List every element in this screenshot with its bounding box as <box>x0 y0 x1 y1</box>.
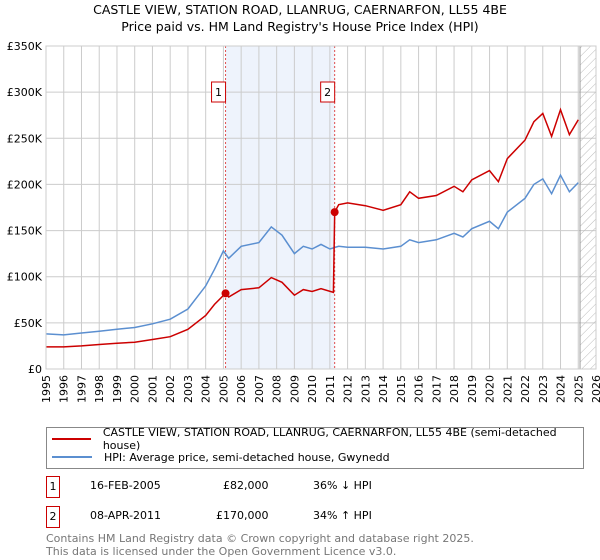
footer: Contains HM Land Registry data © Crown c… <box>46 532 474 558</box>
x-tick-label: 2014 <box>377 375 390 403</box>
legend: CASTLE VIEW, STATION ROAD, LLANRUG, CAER… <box>46 426 584 469</box>
x-tick-label: 2008 <box>271 375 284 403</box>
footer-copyright: Contains HM Land Registry data © Crown c… <box>46 532 474 545</box>
x-tick-label: 2021 <box>501 375 514 403</box>
x-tick-label: 2002 <box>164 375 177 403</box>
x-tick-label: 2004 <box>200 375 213 403</box>
transaction-badge: 1 <box>46 476 60 498</box>
x-tick-label: 2006 <box>235 375 248 403</box>
x-tick-label: 2010 <box>306 375 319 403</box>
x-tick-label: 1998 <box>93 375 106 403</box>
x-tick-label: 2013 <box>359 375 372 403</box>
x-tick-label: 1997 <box>75 375 88 403</box>
future-hatch <box>579 45 597 370</box>
chart-subtitle: Price paid vs. HM Land Registry's House … <box>121 19 479 34</box>
marker-badge-label: 2 <box>324 86 331 99</box>
transaction-date: 16-FEB-2005 <box>90 479 161 492</box>
transaction-hpi: 36% ↓ HPI <box>313 479 372 492</box>
footer-licence: This data is licensed under the Open Gov… <box>46 545 397 558</box>
sale-point <box>330 208 339 217</box>
x-tick-label: 2015 <box>395 375 408 403</box>
x-tick-label: 2011 <box>324 375 337 403</box>
transaction-hpi: 34% ↑ HPI <box>313 509 372 522</box>
series-line <box>45 173 579 336</box>
x-tick-label: 1996 <box>58 375 71 403</box>
legend-red-swatch <box>52 438 91 440</box>
x-tick-label: 2018 <box>448 375 461 403</box>
y-tick-label: £150K <box>7 225 43 238</box>
shaded-ownership-period <box>225 46 335 369</box>
legend-label-property: CASTLE VIEW, STATION ROAD, LLANRUG, CAER… <box>102 426 557 452</box>
marker-badge-label: 1 <box>215 86 222 99</box>
x-tick-label: 2022 <box>519 375 532 403</box>
legend-blue-swatch <box>52 456 92 458</box>
transaction-date: 08-APR-2011 <box>90 509 162 522</box>
y-tick-label: £300K <box>7 86 43 99</box>
transaction-price: £170,000 <box>216 509 269 522</box>
x-tick-label: 2020 <box>484 375 497 403</box>
transaction-row: 1 16-FEB-2005 £82,000 36% ↓ HPI <box>46 476 546 498</box>
plot-frame <box>45 45 597 370</box>
y-tick-label: £0 <box>28 363 42 376</box>
marker-badge <box>211 81 227 103</box>
marker-badge <box>320 81 336 103</box>
x-tick-label: 2003 <box>182 375 195 403</box>
transaction-badge: 2 <box>46 506 60 528</box>
x-tick-label: 2016 <box>413 375 426 403</box>
y-tick-label: £250K <box>7 132 43 145</box>
series-line <box>46 107 579 348</box>
chart-title: CASTLE VIEW, STATION ROAD, LLANRUG, CAER… <box>93 2 507 17</box>
sale-point <box>221 289 230 298</box>
x-tick-label: 2009 <box>288 375 301 403</box>
x-tick-label: 1999 <box>111 375 124 403</box>
x-tick-label: 2025 <box>572 375 585 403</box>
y-tick-label: £50K <box>14 317 43 330</box>
transaction-price: £82,000 <box>223 479 269 492</box>
transaction-row: 2 08-APR-2011 £170,000 34% ↑ HPI <box>46 506 546 528</box>
x-tick-label: 2012 <box>342 375 355 403</box>
y-tick-label: £200K <box>7 178 43 191</box>
y-tick-label: £100K <box>7 271 43 284</box>
x-tick-label: 2023 <box>537 375 550 403</box>
x-tick-label: 2001 <box>146 375 159 403</box>
x-tick-label: 2024 <box>555 375 568 403</box>
x-tick-label: 2007 <box>253 375 266 403</box>
chart-plot: 1995 1996 1997 1998 1999 2000 2001 2002 2003 2004… <box>7 40 600 403</box>
x-tick-label: 2026 <box>590 375 600 403</box>
x-tick-label: 2019 <box>466 375 479 403</box>
x-tick-label: 2017 <box>430 375 443 403</box>
x-tick-label: 1995 <box>40 375 53 403</box>
y-tick-label: £350K <box>7 40 43 53</box>
legend-label-hpi: HPI: Average price, semi-detached house,… <box>104 450 390 464</box>
x-tick-label: 2000 <box>129 375 142 403</box>
x-tick-label: 2005 <box>217 375 230 403</box>
